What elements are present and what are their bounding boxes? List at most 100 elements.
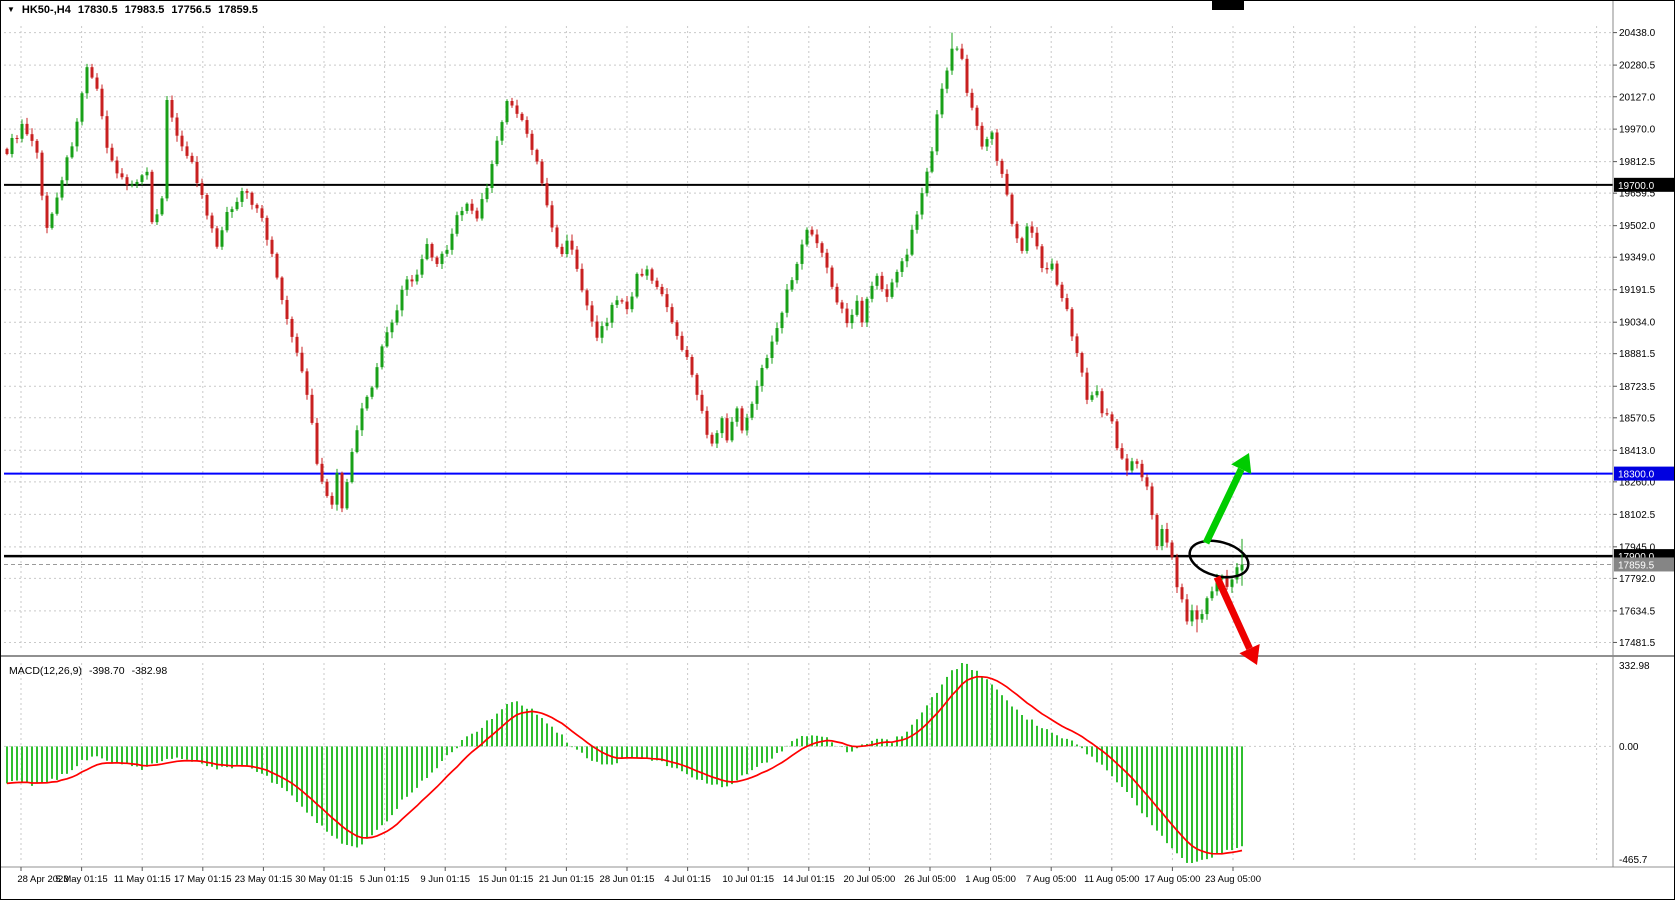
- candle-body: [945, 70, 949, 89]
- price-axis-label: 19970.0: [1619, 125, 1656, 136]
- candle-body: [1180, 587, 1184, 600]
- candle-body: [235, 201, 239, 210]
- candle-body: [1175, 556, 1179, 588]
- candle-body: [620, 300, 624, 302]
- candle-body: [1075, 336, 1079, 354]
- candle-body: [80, 93, 84, 122]
- candle-body: [575, 249, 579, 269]
- candle-body: [1230, 579, 1234, 587]
- candle-body: [1235, 567, 1239, 580]
- price-level-label: 19700.0: [1618, 181, 1655, 192]
- candle-body: [550, 205, 554, 228]
- candle-body: [630, 296, 634, 310]
- time-axis-label: 23 Aug 05:00: [1205, 874, 1261, 885]
- candle-body: [950, 48, 954, 71]
- macd-histogram: [6, 663, 1243, 863]
- candle-body: [715, 433, 719, 444]
- candle-body: [840, 302, 844, 309]
- candle-body: [150, 171, 154, 223]
- candle-body: [110, 147, 114, 161]
- candle-body: [1065, 298, 1069, 310]
- candle-body: [480, 199, 484, 219]
- candle-body: [1240, 564, 1244, 571]
- candle-body: [875, 275, 879, 286]
- candle-body: [1025, 226, 1029, 251]
- candle-body: [170, 100, 174, 118]
- candle-body: [390, 322, 394, 333]
- candle-body: [130, 184, 134, 186]
- candle-body: [985, 139, 989, 147]
- candle-body: [790, 280, 794, 290]
- candle-body: [865, 298, 869, 323]
- candle-body: [600, 326, 604, 338]
- grid: [4, 26, 1613, 863]
- ellipse-annotation[interactable]: [1186, 535, 1253, 583]
- candle-body: [30, 134, 34, 141]
- candle-body: [665, 294, 669, 308]
- candle-body: [440, 253, 444, 264]
- candle-body: [135, 181, 139, 185]
- candle-body: [285, 299, 289, 319]
- candle-body: [960, 48, 964, 59]
- candle-body: [895, 271, 899, 283]
- candle-body: [245, 191, 249, 193]
- candle-body: [980, 125, 984, 147]
- candle-body: [400, 289, 404, 311]
- candle-body: [140, 175, 144, 182]
- price-axis-label: 18570.5: [1619, 413, 1656, 424]
- macd-scale-label: -465.7: [1619, 855, 1648, 866]
- candle-body: [685, 349, 689, 357]
- candle-body: [500, 122, 504, 141]
- candle-body: [475, 210, 479, 219]
- candle-body: [165, 100, 169, 199]
- candle-body: [645, 269, 649, 276]
- candle-body: [255, 204, 259, 209]
- bearish-arrow-annotation[interactable]: [1213, 575, 1260, 665]
- candle-body: [275, 253, 279, 278]
- time-axis-label: 30 May 01:15: [295, 874, 353, 885]
- price-axis-label: 17481.5: [1619, 638, 1656, 649]
- candle-body: [915, 214, 919, 230]
- candle-body: [455, 215, 459, 234]
- candle-body: [355, 430, 359, 453]
- candle-body: [470, 203, 474, 211]
- candle-body: [1205, 598, 1209, 615]
- candle-body: [1210, 591, 1214, 599]
- candle-body: [825, 252, 829, 268]
- time-axis-label: 1 Aug 05:00: [965, 874, 1016, 885]
- candle-body: [535, 149, 539, 162]
- candle-body: [650, 269, 654, 281]
- candle-body: [270, 239, 274, 254]
- price-axis-label: 18260.0: [1619, 477, 1656, 488]
- price-axis-label: 19349.0: [1619, 253, 1656, 264]
- candle-body: [1160, 529, 1164, 547]
- time-axis-label: 10 Jul 01:15: [722, 874, 774, 885]
- price-level-label-box: [1614, 557, 1674, 572]
- time-axis-label: 20 Jul 05:00: [844, 874, 896, 885]
- price-level-label-box: [1614, 466, 1674, 481]
- candle-body: [845, 308, 849, 324]
- time-axis-label: 11 Aug 05:00: [1084, 874, 1139, 885]
- time-axis-label: 15 Jun 01:15: [478, 874, 533, 885]
- symbol-dropdown-icon[interactable]: ▼: [7, 4, 15, 14]
- candle-body: [755, 385, 759, 404]
- candle-body: [40, 152, 44, 196]
- candle-body: [10, 137, 14, 155]
- candle-body: [350, 452, 354, 483]
- price-axis-label: 17634.5: [1619, 606, 1656, 617]
- candle-body: [1135, 461, 1139, 464]
- bullish-arrow-annotation[interactable]: [1202, 453, 1252, 545]
- candle-body: [1140, 463, 1144, 478]
- ohlc-high: 17983.5: [124, 4, 165, 16]
- candle-body: [250, 192, 254, 205]
- macd-name: MACD(12,26,9): [9, 665, 82, 677]
- price-axis[interactable]: 20438.0 20280.5 20127.0 19970.0 19812.5 19659…: [1613, 28, 1675, 866]
- candle-body: [910, 229, 914, 255]
- candle-body: [565, 240, 569, 255]
- candle-body: [1155, 515, 1159, 547]
- price-axis-label: 20438.0: [1619, 28, 1656, 39]
- candle-body: [905, 254, 909, 262]
- horizontal-levels[interactable]: [4, 183, 1613, 565]
